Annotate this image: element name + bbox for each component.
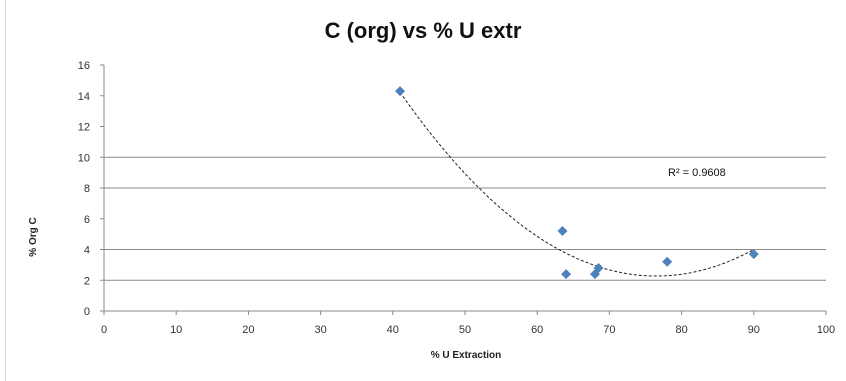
x-tick-label: 80 (675, 324, 687, 336)
data-point (662, 256, 673, 267)
y-tick-label: 6 (84, 214, 90, 226)
y-tick-label: 10 (78, 152, 90, 164)
x-tick-label: 50 (459, 324, 471, 336)
y-tick-label: 12 (78, 122, 90, 134)
y-tick-label: 14 (78, 91, 90, 103)
data-point (593, 262, 604, 273)
y-tick-label: 8 (84, 183, 90, 195)
y-tick-label: 2 (84, 275, 90, 287)
data-point (557, 226, 568, 237)
x-tick-label: 30 (314, 324, 326, 336)
x-tick-label: 20 (242, 324, 254, 336)
x-tick-label: 100 (817, 324, 835, 336)
data-point (395, 86, 406, 97)
chart-title: C (org) vs % U extr (324, 18, 522, 43)
trendline (399, 91, 755, 277)
data-point (561, 269, 572, 280)
x-tick-label: 10 (170, 324, 182, 336)
x-tick-label: 40 (387, 324, 399, 336)
x-axis-title: % U Extraction (431, 350, 502, 361)
x-tick-label: 90 (748, 324, 760, 336)
y-axis-title: % Org C (28, 217, 39, 256)
x-tick-label: 0 (101, 324, 107, 336)
y-tick-label: 0 (84, 306, 90, 318)
y-tick-label: 4 (84, 245, 90, 257)
r-squared-label: R² = 0.9608 (668, 167, 726, 179)
chart-border (5, 0, 6, 381)
x-tick-label: 60 (531, 324, 543, 336)
data-point (748, 249, 759, 260)
x-tick-label: 70 (603, 324, 615, 336)
y-tick-label: 16 (78, 60, 90, 72)
